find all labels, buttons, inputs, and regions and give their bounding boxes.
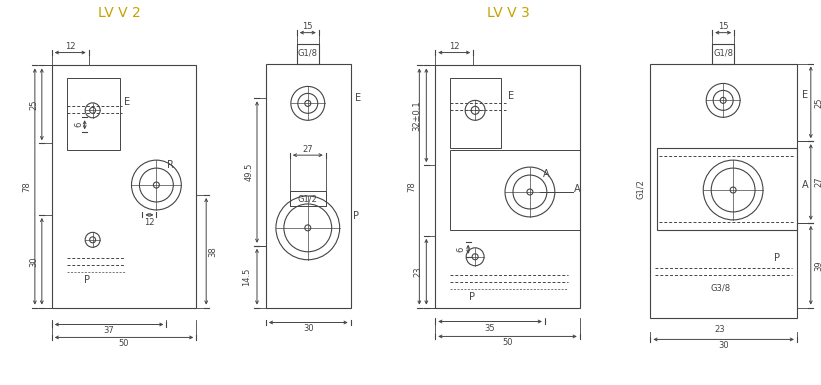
Text: 12: 12 <box>65 42 76 51</box>
Text: G1/2: G1/2 <box>298 194 318 204</box>
Text: 23: 23 <box>414 266 423 277</box>
Text: E: E <box>125 97 131 107</box>
Text: 32±0.1: 32±0.1 <box>412 100 421 131</box>
Text: 27: 27 <box>302 145 313 154</box>
Text: 30: 30 <box>718 341 729 350</box>
Bar <box>52 65 196 308</box>
Text: G1/8: G1/8 <box>713 48 733 57</box>
Text: G3/8: G3/8 <box>710 283 730 292</box>
Text: 15: 15 <box>718 22 728 31</box>
Text: 39: 39 <box>814 260 821 271</box>
Text: 25: 25 <box>30 99 39 110</box>
Text: E: E <box>802 90 808 100</box>
Bar <box>435 65 580 308</box>
Bar <box>712 44 734 64</box>
Text: A: A <box>575 184 581 194</box>
Text: E: E <box>508 91 514 101</box>
Text: 6: 6 <box>74 122 83 127</box>
Text: 12: 12 <box>144 218 154 228</box>
Text: 78: 78 <box>22 181 31 192</box>
Text: 25: 25 <box>814 97 821 107</box>
Text: 27: 27 <box>814 177 821 187</box>
Text: 14.5: 14.5 <box>242 268 251 286</box>
Text: 30: 30 <box>303 324 314 333</box>
Text: 30: 30 <box>30 256 39 266</box>
Text: R: R <box>167 160 174 170</box>
Text: E: E <box>355 94 360 103</box>
Bar <box>450 150 580 230</box>
Text: 37: 37 <box>103 326 114 335</box>
Text: 50: 50 <box>119 339 129 348</box>
Text: P: P <box>774 253 780 263</box>
Text: P: P <box>469 291 475 301</box>
Text: P: P <box>84 275 89 285</box>
Text: 78: 78 <box>407 181 416 192</box>
Text: A: A <box>801 180 808 190</box>
Bar <box>297 44 319 64</box>
Text: 6: 6 <box>456 246 466 252</box>
Text: 50: 50 <box>502 338 513 347</box>
Text: 49.5: 49.5 <box>245 163 254 181</box>
Text: 12: 12 <box>449 42 460 51</box>
Bar <box>290 191 326 206</box>
Text: 23: 23 <box>715 325 726 334</box>
Bar <box>658 148 797 230</box>
Text: A: A <box>543 169 549 179</box>
Text: P: P <box>352 211 359 221</box>
Text: G1/8: G1/8 <box>298 48 318 57</box>
Text: 38: 38 <box>209 246 218 257</box>
Text: LV V 2: LV V 2 <box>99 6 141 20</box>
Text: 15: 15 <box>303 22 313 31</box>
Bar <box>650 64 797 318</box>
Text: 35: 35 <box>484 324 495 333</box>
Text: LV V 3: LV V 3 <box>487 6 530 20</box>
Bar <box>266 64 351 308</box>
Bar <box>450 79 501 148</box>
Bar <box>67 79 120 150</box>
Text: G1/2: G1/2 <box>636 179 645 199</box>
